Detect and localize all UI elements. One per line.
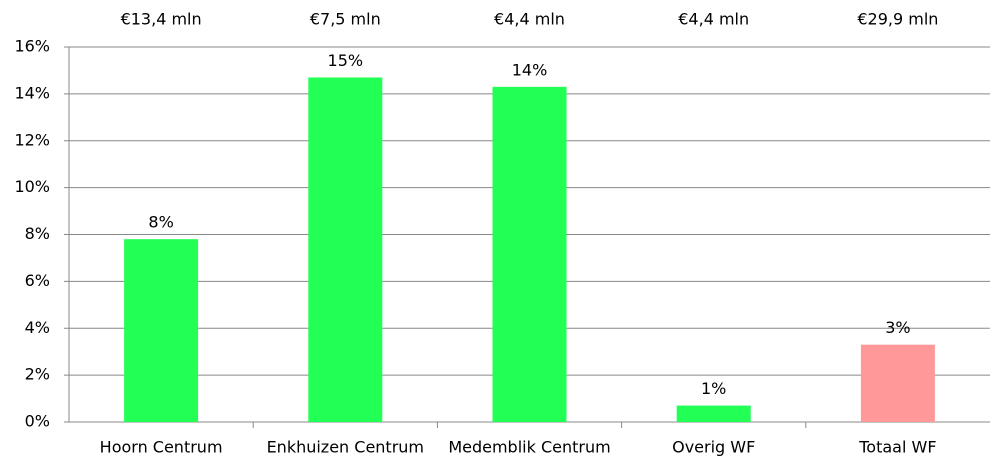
x-tick-label: Overig WF <box>672 438 755 457</box>
top-label: €29,9 mln <box>857 10 938 29</box>
bar <box>308 77 383 422</box>
bar <box>676 405 751 422</box>
value-label: 3% <box>885 318 910 337</box>
top-label: €4,4 mln <box>678 10 749 29</box>
y-tick-label: 8% <box>25 224 50 243</box>
value-label: 15% <box>328 51 364 70</box>
value-label: 14% <box>512 60 548 79</box>
value-label: 1% <box>701 379 726 398</box>
y-tick-label: 14% <box>14 83 50 102</box>
y-tick-label: 0% <box>25 412 50 431</box>
y-tick-label: 2% <box>25 365 50 384</box>
y-tick-label: 16% <box>14 37 50 56</box>
bar <box>492 86 567 422</box>
bar <box>124 239 199 422</box>
value-label: 8% <box>148 213 173 232</box>
x-tick-label: Medemblik Centrum <box>448 438 610 457</box>
x-tick-label: Totaal WF <box>858 438 936 457</box>
y-tick-label: 6% <box>25 271 50 290</box>
bar <box>860 344 935 422</box>
top-label: €7,5 mln <box>310 10 381 29</box>
y-tick-label: 4% <box>25 318 50 337</box>
top-label: €13,4 mln <box>121 10 202 29</box>
y-tick-label: 10% <box>14 177 50 196</box>
y-tick-label: 12% <box>14 130 50 149</box>
top-label: €4,4 mln <box>494 10 565 29</box>
x-tick-label: Enkhuizen Centrum <box>267 438 424 457</box>
x-tick-label: Hoorn Centrum <box>100 438 223 457</box>
